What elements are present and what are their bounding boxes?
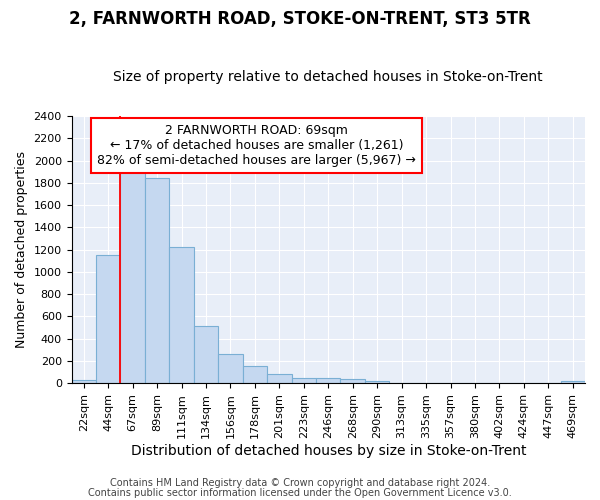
Text: Contains public sector information licensed under the Open Government Licence v3: Contains public sector information licen… — [88, 488, 512, 498]
X-axis label: Distribution of detached houses by size in Stoke-on-Trent: Distribution of detached houses by size … — [131, 444, 526, 458]
Bar — [316, 378, 340, 383]
Bar — [145, 178, 169, 383]
Bar — [121, 165, 145, 383]
Bar — [560, 382, 585, 383]
Bar — [71, 380, 96, 383]
Text: Contains HM Land Registry data © Crown copyright and database right 2024.: Contains HM Land Registry data © Crown c… — [110, 478, 490, 488]
Bar — [292, 378, 316, 383]
Bar — [242, 366, 267, 383]
Y-axis label: Number of detached properties: Number of detached properties — [15, 151, 28, 348]
Text: 2, FARNWORTH ROAD, STOKE-ON-TRENT, ST3 5TR: 2, FARNWORTH ROAD, STOKE-ON-TRENT, ST3 5… — [69, 10, 531, 28]
Bar — [169, 248, 194, 383]
Bar — [96, 255, 121, 383]
Bar — [267, 374, 292, 383]
Title: Size of property relative to detached houses in Stoke-on-Trent: Size of property relative to detached ho… — [113, 70, 543, 85]
Bar — [365, 381, 389, 383]
Bar — [218, 354, 242, 383]
Text: 2 FARNWORTH ROAD: 69sqm
← 17% of detached houses are smaller (1,261)
82% of semi: 2 FARNWORTH ROAD: 69sqm ← 17% of detache… — [97, 124, 416, 167]
Bar — [194, 326, 218, 383]
Bar — [340, 379, 365, 383]
